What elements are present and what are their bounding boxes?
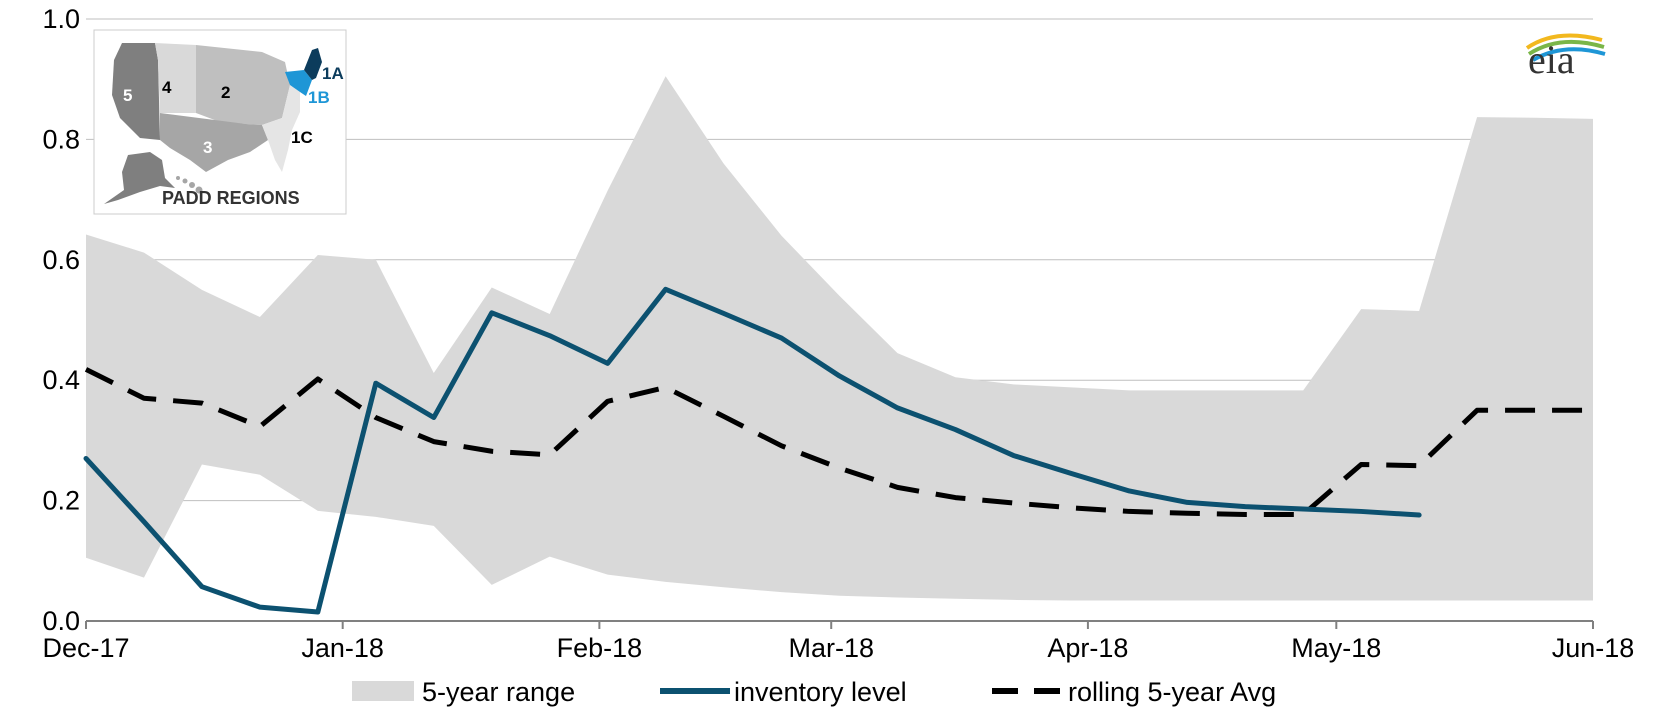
logo-swoosh-yellow (1525, 33, 1603, 50)
padd-4-shape (155, 43, 196, 113)
axes (85, 620, 1594, 629)
y-tick-label: 0.6 (42, 245, 80, 275)
y-tick-label: 1.0 (42, 4, 80, 34)
padd-1b-shape (285, 70, 312, 96)
x-tick-labels: Dec-17 Jan-18 Feb-18 Mar-18 Apr-18 May-18 Jun-… (42, 633, 1634, 663)
logo-swoosh-green (1527, 39, 1605, 56)
y-tick-labels: 0.0 0.2 0.4 0.6 0.8 1.0 (42, 4, 80, 636)
series-line-rolling-avg (84, 367, 1593, 517)
x-tick-label: Jun-18 (1552, 633, 1635, 663)
y-tick-label: 0.2 (42, 486, 80, 516)
padd-2-shape (196, 45, 290, 125)
padd-5-shape (112, 43, 160, 140)
x-tick-label: Apr-18 (1047, 633, 1128, 663)
inset-map-title: PADD REGIONS (162, 188, 300, 208)
inset-map: 5 4 2 3 1C 1B 1A PADD REGIONS (93, 29, 347, 215)
padd-1a-label: 1A (322, 64, 344, 83)
alaska-shape (104, 152, 175, 204)
padd-3-shape (160, 113, 268, 172)
series-layer (83, 286, 1593, 615)
y-tick-label: 0.0 (42, 606, 80, 636)
x-tick-label: Mar-18 (788, 633, 874, 663)
padd-5-label: 5 (123, 86, 132, 105)
x-tick-label: Jan-18 (301, 633, 384, 663)
padd-1a-shape (304, 48, 322, 80)
padd-1b-label: 1B (308, 88, 330, 107)
legend-swatch-range (352, 681, 414, 701)
y-tick-label: 0.4 (42, 365, 80, 395)
range-band (86, 76, 1593, 601)
padd-4-label: 4 (162, 78, 172, 97)
series-line-inventory (83, 286, 1422, 615)
padd-1c-label: 1C (291, 128, 313, 147)
eia-logo: eia (1525, 33, 1606, 82)
padd-3-label: 3 (203, 138, 212, 157)
logo-swoosh-blue (1531, 47, 1606, 62)
logo-text: eia (1528, 37, 1575, 82)
x-tick-label: Feb-18 (557, 633, 643, 663)
range-band-layer (86, 76, 1593, 601)
legend-label-rolling-avg: rolling 5-year Avg (1068, 677, 1276, 707)
legend-label-range: 5-year range (422, 677, 575, 707)
legend-label-inventory: inventory level (734, 677, 907, 707)
hawaii-shape (176, 176, 203, 194)
padd-2-label: 2 (221, 83, 230, 102)
legend: 5-year range inventory level rolling 5-y… (352, 677, 1276, 707)
x-tick-label: Dec-17 (42, 633, 129, 663)
padd-1c-shape (262, 85, 300, 172)
y-tick-label: 0.8 (42, 124, 80, 154)
x-tick-label: May-18 (1291, 633, 1381, 663)
